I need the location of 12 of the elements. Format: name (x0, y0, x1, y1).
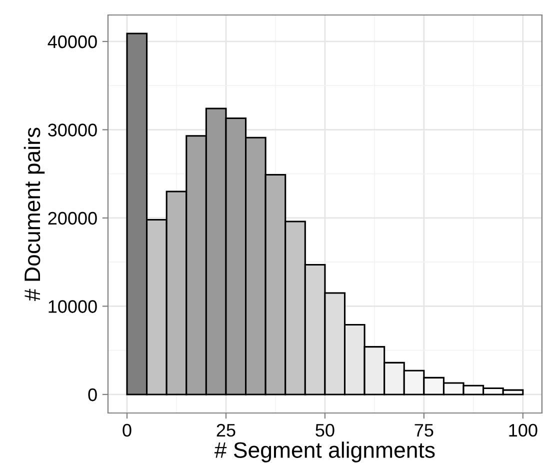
y-tick-label: 10000 (48, 300, 97, 313)
y-tick-label: 0 (88, 388, 97, 402)
x-tick-label: 50 (316, 424, 334, 437)
x-tick-label: 25 (216, 424, 236, 437)
y-tick-label: 20000 (48, 212, 97, 225)
x-axis-title: # Segment alignments (214, 442, 435, 462)
x-tick-label: 100 (509, 424, 538, 437)
y-tick-label: 30000 (48, 124, 97, 136)
x-tick-label: 75 (414, 424, 434, 437)
y-axis-title: # Document pairs (24, 128, 45, 301)
y-tick-label: 40000 (48, 35, 97, 48)
x-tick-label: 0 (122, 424, 132, 437)
